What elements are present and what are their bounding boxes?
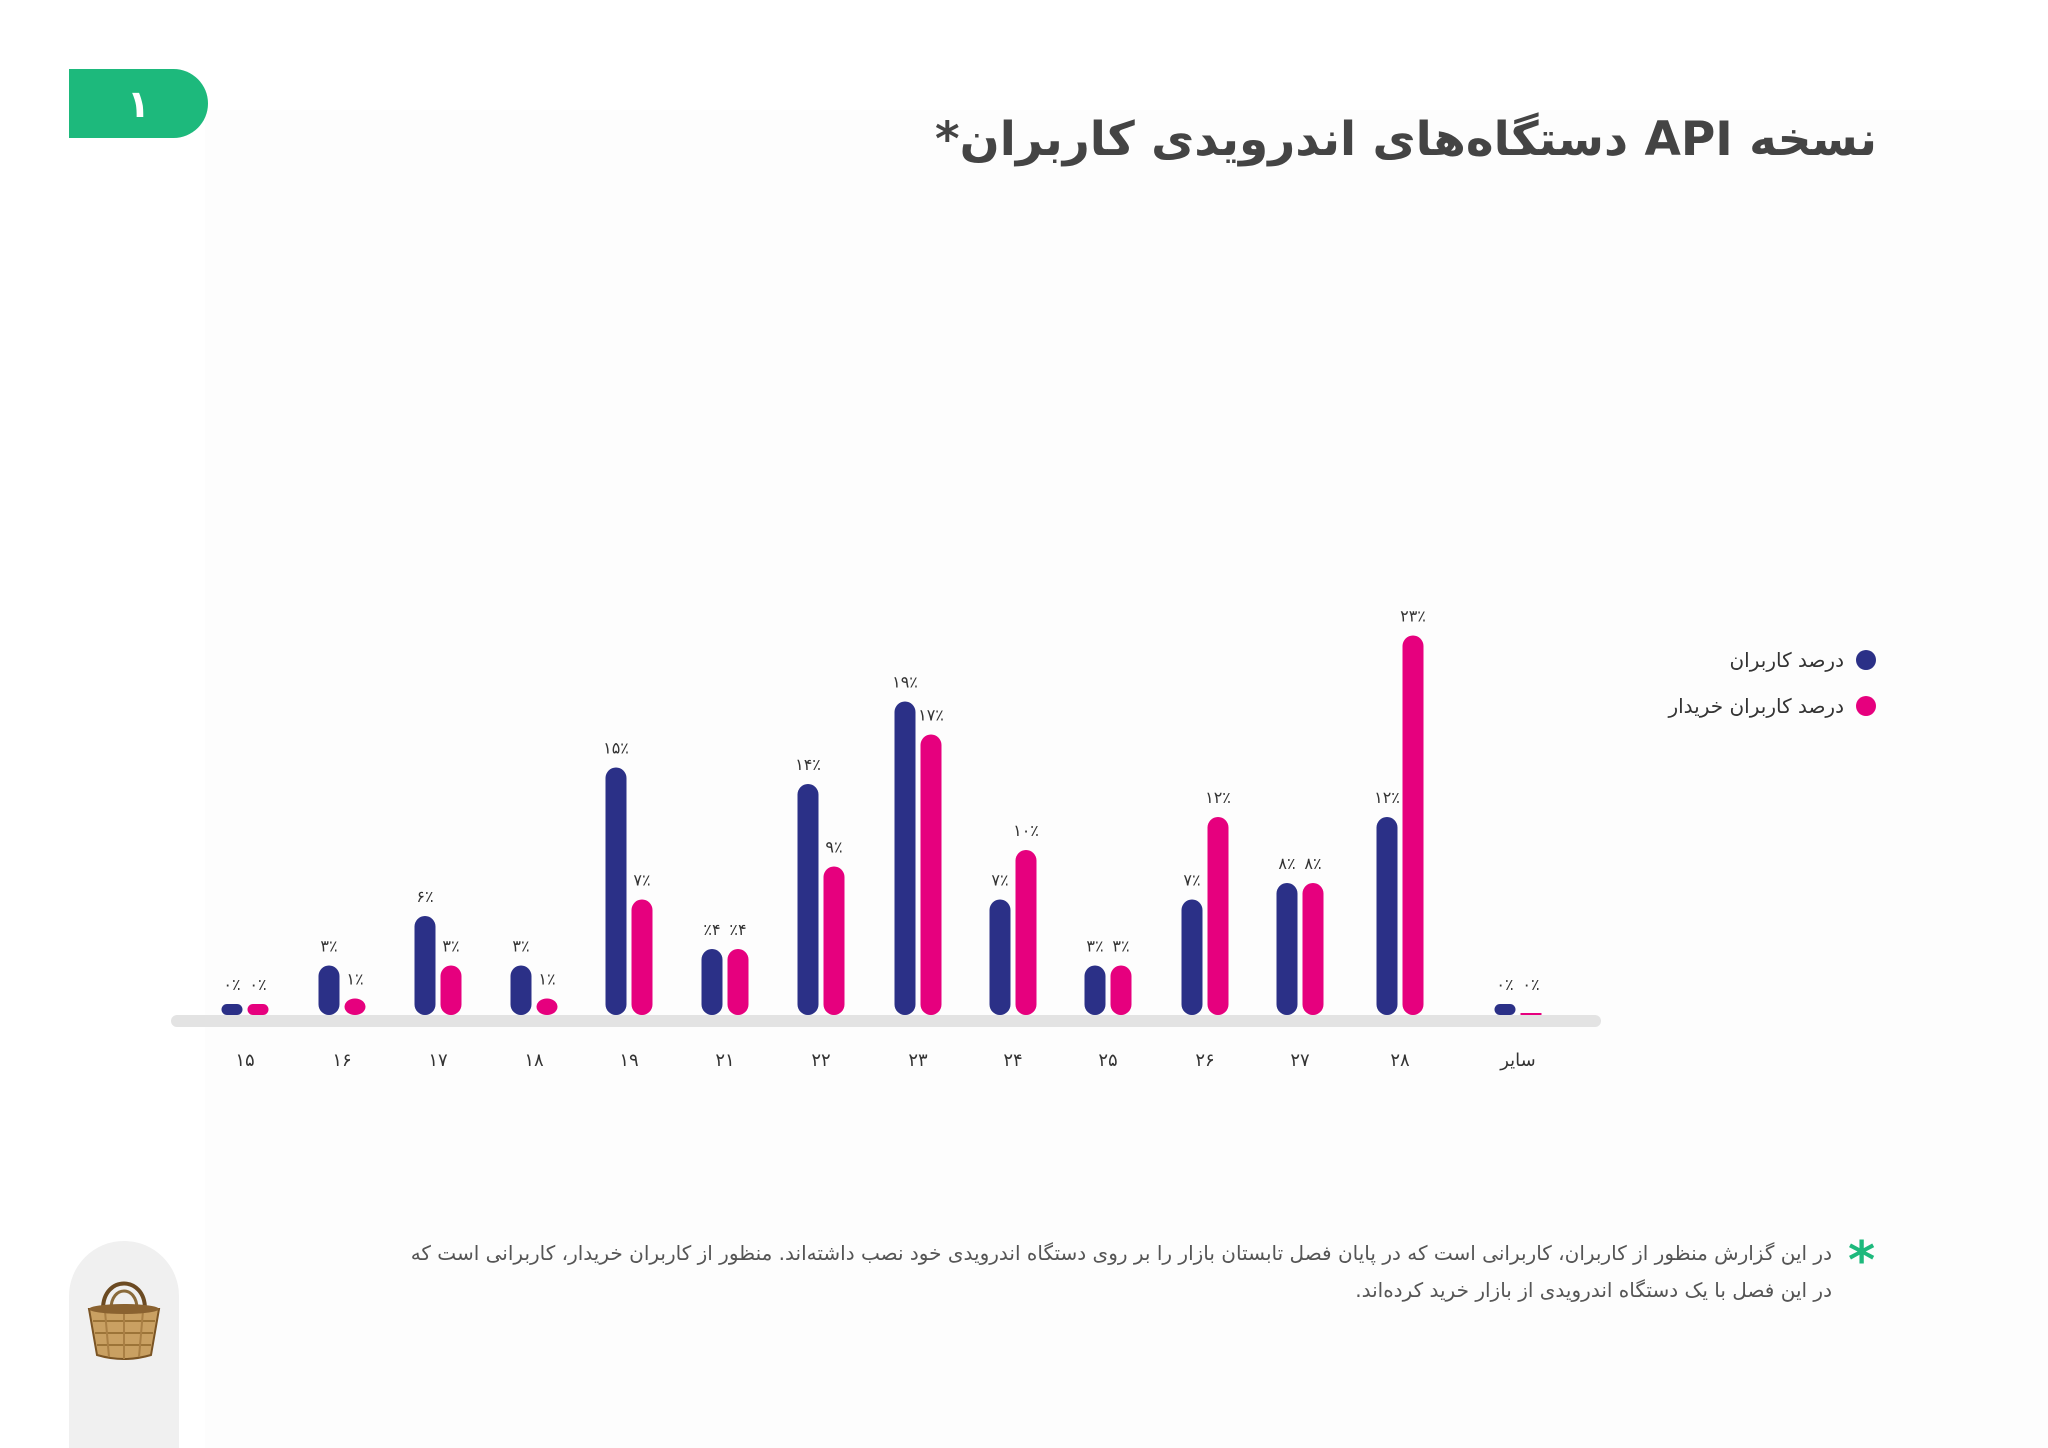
bar-users <box>510 965 532 1015</box>
footnote-line-1: در این گزارش منظور از کاربران، کاربرانی … <box>410 1241 1832 1265</box>
x-axis-baseline <box>171 1015 1601 1027</box>
x-tick-label: ۲۲ <box>811 1050 830 1071</box>
data-label: ۱۴٪ <box>795 755 821 774</box>
side-tab <box>69 1241 179 1448</box>
data-label: ۰٪ <box>1522 975 1539 994</box>
bar-buyers <box>247 1004 269 1015</box>
data-label: ۲۳٪ <box>1400 607 1426 626</box>
data-label: ۷٪ <box>1183 871 1200 890</box>
data-label: ۱۷٪ <box>918 706 944 725</box>
bar-users <box>989 899 1011 1015</box>
footnote-asterisk-icon: * <box>1848 1231 1876 1291</box>
data-label: ۷٪ <box>633 871 650 890</box>
data-label: ۳٪ <box>320 937 337 956</box>
bar-buyers <box>631 899 653 1015</box>
bar-buyers <box>1207 817 1229 1015</box>
x-tick-label: ۱۵ <box>235 1050 254 1071</box>
data-label: ۰٪ <box>1496 975 1513 994</box>
bar-users <box>221 1004 243 1015</box>
bar-buyers <box>727 949 749 1015</box>
bar-buyers <box>1110 965 1132 1015</box>
bar-buyers <box>1520 1013 1542 1015</box>
data-label: ۳٪ <box>442 937 459 956</box>
data-label: ۱۵٪ <box>603 739 629 758</box>
bar-users <box>1181 899 1203 1015</box>
x-tick-label: ۲۸ <box>1390 1050 1410 1071</box>
footnote-line-2: در این فصل با یک دستگاه اندرویدی از بازا… <box>1355 1278 1832 1302</box>
page-number-badge: ۱ <box>69 69 208 138</box>
bar-users <box>318 965 340 1015</box>
x-tick-label: ۱۷ <box>428 1050 448 1071</box>
data-label: ۱٪ <box>346 970 363 989</box>
x-tick-label: ۲۷ <box>1290 1050 1310 1071</box>
data-label: ۰٪ <box>223 975 240 994</box>
legend-label-buyers: درصد کاربران خریدار <box>1668 694 1844 718</box>
data-label: ۹٪ <box>825 838 842 857</box>
basket-icon <box>87 1281 161 1360</box>
data-label: ۰٪ <box>249 975 266 994</box>
legend-item-buyers: درصد کاربران خریدار <box>1668 691 1876 721</box>
data-label: ۱۰٪ <box>1013 821 1039 840</box>
data-label: ۸٪ <box>1278 854 1295 873</box>
x-tick-label: ۲۴ <box>1003 1050 1022 1071</box>
data-label: ۱٪ <box>538 970 555 989</box>
x-tick-label: ۱۸ <box>524 1050 544 1071</box>
x-tick-label: سایر <box>1499 1050 1536 1071</box>
data-label: ٪۴ <box>703 920 720 939</box>
x-tick-label: ۱۶ <box>332 1050 351 1071</box>
bar-buyers <box>823 866 845 1015</box>
legend-item-users: درصد کاربران <box>1729 645 1876 675</box>
legend-dot-users <box>1856 650 1876 670</box>
x-tick-label: ۲۶ <box>1195 1050 1214 1071</box>
data-label: ۱۲٪ <box>1205 788 1231 807</box>
content-background <box>205 110 2048 1448</box>
data-label: ۶٪ <box>416 887 433 906</box>
legend-label-users: درصد کاربران <box>1729 648 1844 672</box>
bar-users <box>1276 883 1298 1015</box>
x-tick-label: ۲۳ <box>908 1050 928 1071</box>
data-label: ۳٪ <box>512 937 529 956</box>
bar-users <box>1376 817 1398 1015</box>
data-label: ٪۴ <box>729 920 746 939</box>
bar-users <box>1084 965 1106 1015</box>
bar-buyers <box>1302 883 1324 1015</box>
data-label: ۸٪ <box>1304 854 1321 873</box>
bar-users <box>797 784 819 1015</box>
bar-users <box>605 767 627 1015</box>
page-title: نسخه API دستگاه‌های اندرویدی کاربران* <box>935 112 1877 167</box>
page-number: ۱ <box>126 81 151 126</box>
bar-buyers <box>440 965 462 1015</box>
bar-buyers <box>344 998 366 1015</box>
legend-dot-buyers <box>1856 696 1876 716</box>
footnote: در این گزارش منظور از کاربران، کاربرانی … <box>400 1235 1832 1309</box>
data-label: ۷٪ <box>991 871 1008 890</box>
data-label: ۳٪ <box>1086 937 1103 956</box>
bar-buyers <box>1402 635 1424 1015</box>
x-tick-label: ۱۹ <box>619 1050 638 1071</box>
bar-buyers <box>1015 850 1037 1015</box>
bar-users <box>894 701 916 1015</box>
data-label: ۳٪ <box>1112 937 1129 956</box>
data-label: ۱۹٪ <box>892 673 918 692</box>
bar-buyers <box>920 734 942 1015</box>
x-tick-label: ۲۵ <box>1098 1050 1117 1071</box>
bar-users <box>701 949 723 1015</box>
bar-users <box>1494 1004 1516 1015</box>
x-tick-label: ۲۱ <box>715 1050 734 1071</box>
data-label: ۱۲٪ <box>1374 788 1400 807</box>
bar-users <box>414 916 436 1015</box>
bar-buyers <box>536 998 558 1015</box>
